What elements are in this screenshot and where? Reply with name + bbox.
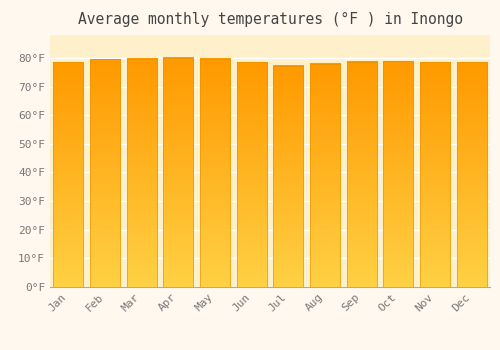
Bar <box>346 62 376 287</box>
Bar <box>310 64 340 287</box>
Bar <box>54 63 84 287</box>
Bar <box>274 66 304 287</box>
Bar <box>200 59 230 287</box>
Bar <box>420 63 450 287</box>
Bar <box>164 58 194 287</box>
Bar <box>236 63 266 287</box>
Bar <box>384 61 414 287</box>
Bar <box>456 63 486 287</box>
Title: Average monthly temperatures (°F ) in Inongo: Average monthly temperatures (°F ) in In… <box>78 12 462 27</box>
Bar <box>90 60 120 287</box>
Bar <box>126 59 156 287</box>
